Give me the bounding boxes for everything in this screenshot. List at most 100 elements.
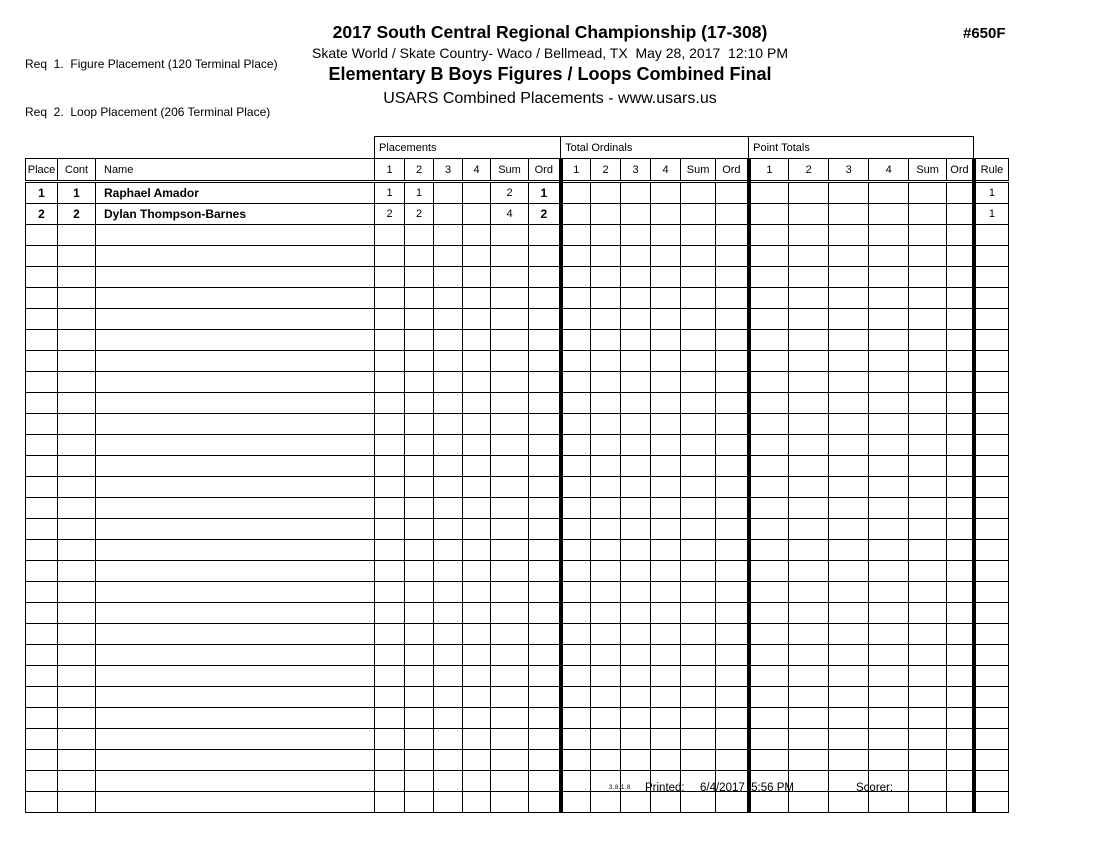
cell-placements-4 (462, 497, 492, 519)
cell-name (94, 413, 376, 435)
cell-point-totals-sum (908, 644, 948, 666)
cell-point-totals-1 (746, 581, 790, 603)
cell-total-ordinals-sum (680, 203, 717, 225)
cell-total-ordinals-4 (650, 707, 682, 729)
table-row-empty (25, 308, 1010, 330)
cell-total-ordinals-1 (558, 644, 592, 666)
cell-total-ordinals-1 (558, 476, 592, 498)
cell-placements-sum (490, 497, 530, 519)
cell-total-ordinals-4 (650, 728, 682, 750)
cell-place (25, 434, 58, 456)
cell-point-totals-1 (746, 287, 790, 309)
cell-point-totals-4 (868, 413, 910, 435)
cell-placements-ord: 1 (528, 181, 562, 204)
cell-total-ordinals-3 (620, 287, 652, 309)
cell-total-ordinals-1 (558, 770, 592, 792)
cell-placements-2 (404, 644, 435, 666)
cell-point-totals-1 (746, 560, 790, 582)
cell-cont (57, 392, 96, 414)
cell-cont (57, 707, 96, 729)
cell-place (25, 392, 58, 414)
cell-total-ordinals-2 (590, 602, 622, 624)
cell-total-ordinals-3 (620, 329, 652, 351)
cell-total-ordinals-ord (715, 245, 750, 267)
cell-placements-4 (462, 770, 492, 792)
cell-total-ordinals-3 (620, 518, 652, 540)
cell-total-ordinals-1 (558, 581, 592, 603)
col-header-ordinals-1: 1 (558, 158, 592, 183)
table-row-empty (25, 371, 1010, 393)
table-row-empty (25, 518, 1010, 540)
cell-point-totals-1 (746, 602, 790, 624)
cell-cont (57, 770, 96, 792)
group-total-ordinals: Total Ordinals (560, 136, 750, 159)
cell-placements-2: 1 (404, 181, 435, 204)
cell-point-totals-2 (788, 181, 830, 204)
cell-point-totals-3 (828, 665, 870, 687)
cell-point-totals-ord (946, 728, 975, 750)
cell-total-ordinals-2 (590, 728, 622, 750)
cell-point-totals-4 (868, 287, 910, 309)
cell-total-ordinals-2 (590, 539, 622, 561)
cell-total-ordinals-sum (680, 308, 717, 330)
cell-total-ordinals-1 (558, 602, 592, 624)
cell-total-ordinals-3 (620, 181, 652, 204)
cell-cont (57, 581, 96, 603)
cell-name (94, 560, 376, 582)
cell-total-ordinals-3 (620, 371, 652, 393)
cell-placements-3 (433, 413, 464, 435)
cell-point-totals-1 (746, 728, 790, 750)
cell-point-totals-sum (908, 539, 948, 561)
cell-placements-3 (433, 455, 464, 477)
results-table-body: 1 1 Raphael Amador 1 1 2 1 1 2 2 Dylan Thompson-Ba… (25, 181, 1010, 813)
cell-total-ordinals-ord (715, 266, 750, 288)
cell-placements-sum (490, 665, 530, 687)
cell-placements-ord (528, 308, 562, 330)
cell-cont (57, 308, 96, 330)
cell-placements-1 (374, 791, 406, 813)
cell-cont (57, 728, 96, 750)
cell-cont (57, 455, 96, 477)
cell-total-ordinals-2 (590, 287, 622, 309)
cell-place (25, 497, 58, 519)
cell-placements-ord (528, 245, 562, 267)
cell-name (94, 392, 376, 414)
cell-placements-ord (528, 539, 562, 561)
cell-cont: 1 (57, 181, 96, 204)
cell-point-totals-2 (788, 707, 830, 729)
col-header-points-4: 4 (868, 158, 910, 183)
cell-name (94, 497, 376, 519)
cell-total-ordinals-2 (590, 434, 622, 456)
table-row-empty (25, 392, 1010, 414)
cell-placements-1 (374, 770, 406, 792)
cell-rule (971, 434, 1010, 456)
cell-total-ordinals-3 (620, 413, 652, 435)
cell-point-totals-ord (946, 539, 975, 561)
cell-total-ordinals-sum (680, 350, 717, 372)
cell-point-totals-ord (946, 329, 975, 351)
cell-name (94, 644, 376, 666)
cell-placements-2 (404, 287, 435, 309)
cell-place (25, 560, 58, 582)
cell-total-ordinals-1 (558, 371, 592, 393)
cell-total-ordinals-2 (590, 560, 622, 582)
cell-point-totals-2 (788, 476, 830, 498)
cell-total-ordinals-sum (680, 749, 717, 771)
cell-point-totals-4 (868, 749, 910, 771)
cell-placements-ord (528, 350, 562, 372)
cell-name: Dylan Thompson-Barnes (94, 203, 376, 225)
cell-rule (971, 518, 1010, 540)
cell-placements-1 (374, 329, 406, 351)
cell-placements-3 (433, 287, 464, 309)
cell-total-ordinals-ord (715, 602, 750, 624)
cell-name (94, 791, 376, 813)
cell-rule (971, 287, 1010, 309)
cell-placements-1 (374, 455, 406, 477)
cell-total-ordinals-1 (558, 245, 592, 267)
cell-point-totals-4 (868, 560, 910, 582)
cell-point-totals-2 (788, 665, 830, 687)
cell-place (25, 791, 58, 813)
cell-placements-3 (433, 623, 464, 645)
cell-place (25, 749, 58, 771)
group-spacer-right (974, 137, 1009, 159)
